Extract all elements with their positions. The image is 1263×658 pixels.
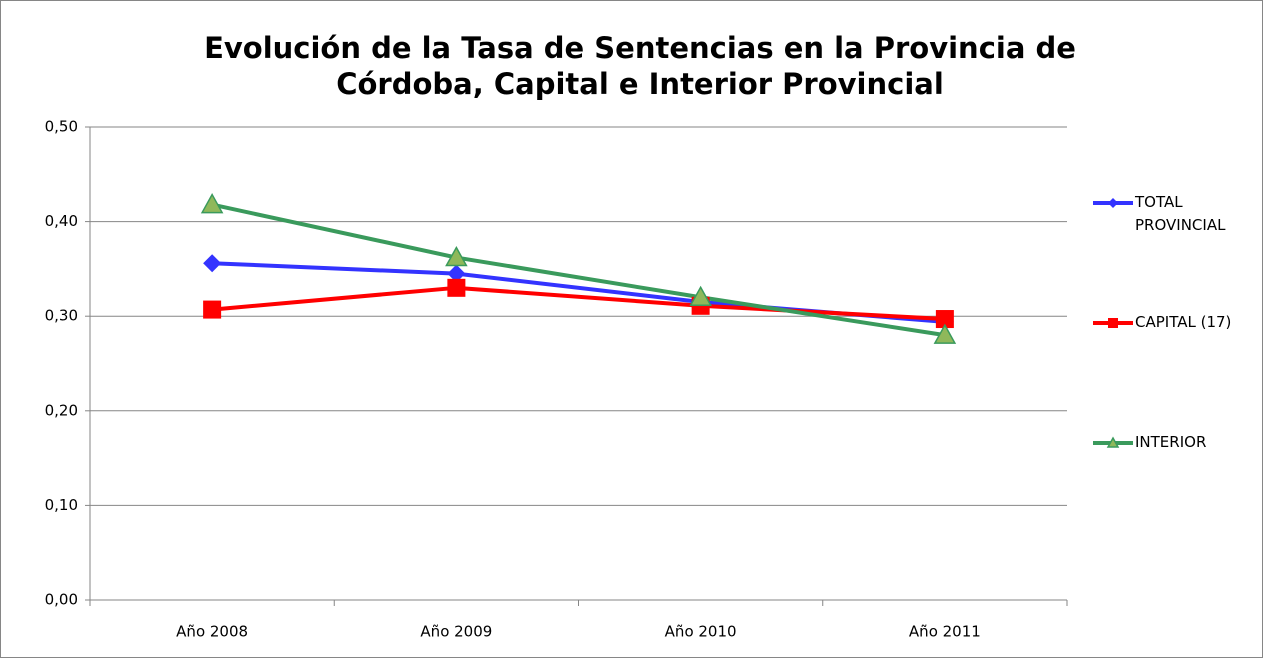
series-line: [211, 202, 946, 338]
legend-label: TOTAL PROVINCIAL: [1135, 193, 1226, 234]
y-tick-label: 0,10: [45, 496, 78, 514]
marker: [689, 285, 712, 307]
x-tick-label: Año 2009: [420, 623, 492, 641]
y-tick-label: 0,20: [45, 401, 78, 419]
y-tick-label: 0,50: [45, 118, 78, 136]
marker: [1108, 318, 1118, 328]
x-tick-label: Año 2008: [176, 623, 248, 641]
x-tick-label: Año 2010: [665, 623, 737, 641]
marker: [447, 264, 466, 283]
marker: [200, 193, 224, 214]
marker: [933, 323, 957, 344]
marker: [1108, 198, 1118, 208]
x-tick-label: Año 2011: [909, 623, 981, 641]
y-tick-label: 0,30: [45, 307, 78, 325]
y-tick-label: 0,40: [45, 212, 78, 230]
marker: [445, 246, 468, 267]
marker: [447, 278, 466, 297]
legend-label: INTERIOR: [1135, 433, 1207, 451]
y-tick-label: 0,00: [45, 591, 78, 609]
series-line: [211, 285, 945, 322]
legend-label: CAPITAL (17): [1135, 313, 1232, 331]
chart-title: Evolución de la Tasa de Sentencias en la…: [204, 31, 1076, 101]
marker: [935, 310, 954, 329]
marker: [203, 254, 222, 273]
marker: [1106, 436, 1120, 448]
marker: [203, 300, 222, 319]
